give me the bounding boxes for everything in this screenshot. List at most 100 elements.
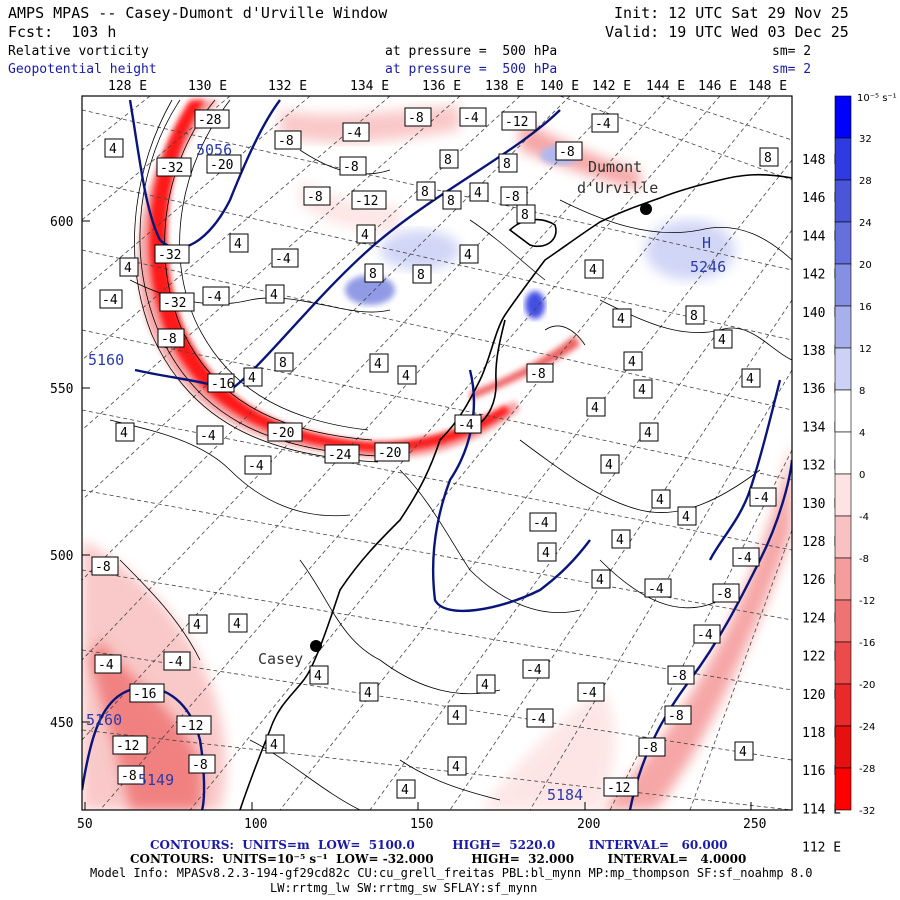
svg-text:4: 4 (656, 493, 664, 508)
stations: Casey Dumont d'Urville (258, 158, 658, 668)
vort-label-box: -8 (664, 705, 692, 725)
vort-label-box: 4 (469, 182, 489, 202)
vort-label-box: -8 (274, 130, 302, 150)
vort-label-box: 8 (274, 352, 294, 372)
vort-label-box: -4 (459, 107, 487, 127)
colorbar-label: 28 (859, 176, 872, 187)
high-pressure-label: H (702, 234, 711, 252)
latitude-label: 112 E (802, 841, 841, 856)
field2-name: Geopotential height (8, 62, 157, 77)
model-info-2: LW:rrtmg_lw SW:rrtmg_sw SFLAY:sf_mynn (270, 881, 538, 895)
vort-label-box: 4 (611, 529, 631, 549)
colorbar-label: 16 (859, 302, 872, 313)
left-tick-label: 450 (50, 716, 73, 731)
latitude-label: 116 E (802, 764, 841, 779)
colorbar-swatch (834, 347, 852, 391)
vort-label-box: 4 (396, 779, 416, 799)
bottom-tick-label: 100 (244, 817, 267, 832)
colorbar-label: 0 (859, 470, 865, 481)
height-label: 5149 (138, 771, 174, 789)
colorbar-swatch (834, 683, 852, 727)
longitude-label: 140 E (540, 79, 579, 94)
latitude-label: 132 E (802, 459, 841, 474)
svg-text:-20: -20 (271, 426, 294, 441)
colorbar-swatch (834, 557, 852, 601)
svg-text:4: 4 (596, 573, 604, 588)
svg-text:-24: -24 (328, 448, 352, 463)
vort-label-box: -4 (202, 286, 230, 306)
colorbar-swatch (834, 473, 852, 517)
latitude-label: 138 E (802, 344, 841, 359)
svg-text:-4: -4 (595, 117, 611, 132)
longitude-label: 136 E (422, 79, 461, 94)
vort-label-box: 4 (119, 257, 139, 277)
casey-label: Casey (258, 650, 303, 668)
svg-text:-4: -4 (248, 459, 264, 474)
valid-time: Valid: 19 UTC Wed 03 Dec 25 (605, 23, 849, 41)
map-frame (81, 95, 793, 811)
svg-text:-8: -8 (192, 758, 208, 773)
vort-label-box: 8 (498, 153, 518, 173)
svg-text:-4: -4 (530, 712, 546, 727)
vort-label-box: -4 (591, 113, 619, 133)
vort-label-box: -4 (522, 659, 550, 679)
svg-text:-8: -8 (408, 111, 424, 126)
colorbar-swatch (834, 137, 852, 181)
vort-label-box: -4 (577, 682, 605, 702)
vort-label-box: 4 (639, 422, 659, 442)
svg-text:4: 4 (270, 288, 278, 303)
vort-label-box: -8 (339, 156, 367, 176)
longitude-label: 144 E (646, 79, 685, 94)
colorbar-label: 20 (859, 260, 872, 271)
vort-label-box: -8 (303, 186, 331, 206)
colorbar-swatch (834, 641, 852, 685)
vort-label-box: -16 (129, 683, 165, 703)
vort-label-box: 8 (412, 264, 432, 284)
vort-label-box: 4 (369, 353, 389, 373)
latitude-label: 134 E (802, 420, 841, 435)
height-label: 5056 (196, 141, 232, 159)
height-label: 5246 (690, 258, 726, 276)
vort-label-box: -4 (94, 654, 122, 674)
vort-label-box: -8 (500, 186, 528, 206)
svg-text:4: 4 (481, 678, 489, 693)
forecast-hour: Fcst: 103 h (8, 23, 117, 41)
vort-label-box: 4 (741, 368, 761, 388)
latitude-label: 120 E (802, 688, 841, 703)
vort-label-box: -8 (526, 363, 554, 383)
vort-label-box: -8 (404, 107, 432, 127)
svg-text:-12: -12 (505, 115, 528, 130)
vort-label-box: -12 (351, 190, 387, 210)
latitude-label: 122 E (802, 650, 841, 665)
svg-text:8: 8 (521, 208, 529, 223)
vort-label-box: 4 (537, 542, 557, 562)
svg-text:-4: -4 (98, 658, 114, 673)
vort-label-box: -32 (159, 292, 195, 312)
colorbar-label: -24 (859, 722, 875, 733)
svg-text:-32: -32 (160, 161, 183, 176)
vort-label-box: -28 (194, 109, 230, 129)
vort-label-box: -12 (112, 735, 148, 755)
vort-label-box: -8 (638, 737, 666, 757)
vort-label-box: -8 (157, 328, 185, 348)
svg-text:4: 4 (739, 745, 747, 760)
vort-label-box: -4 (99, 289, 123, 309)
vort-label-box: 8 (439, 149, 459, 169)
svg-text:4: 4 (591, 401, 599, 416)
vort-label-box: 4 (584, 259, 604, 279)
svg-text:4: 4 (589, 263, 597, 278)
svg-text:4: 4 (234, 237, 242, 252)
colorbar-swatch (834, 95, 852, 139)
colorbar-label: -32 (859, 806, 875, 817)
colorbar-label: -16 (859, 638, 875, 649)
vort-label-box: 4 (447, 756, 467, 776)
vort-label-box: -12 (501, 111, 537, 131)
svg-text:-8: -8 (161, 332, 177, 347)
right-latitude-labels: 148 E 146 E 144 E 142 E 140 E 138 E 136 E 134 E… (802, 153, 841, 856)
latitude-label: 140 E (802, 306, 841, 321)
svg-text:-4: -4 (200, 429, 216, 444)
vort-label-box: -24 (324, 444, 360, 464)
svg-text:4: 4 (361, 228, 369, 243)
svg-text:-4: -4 (526, 663, 542, 678)
